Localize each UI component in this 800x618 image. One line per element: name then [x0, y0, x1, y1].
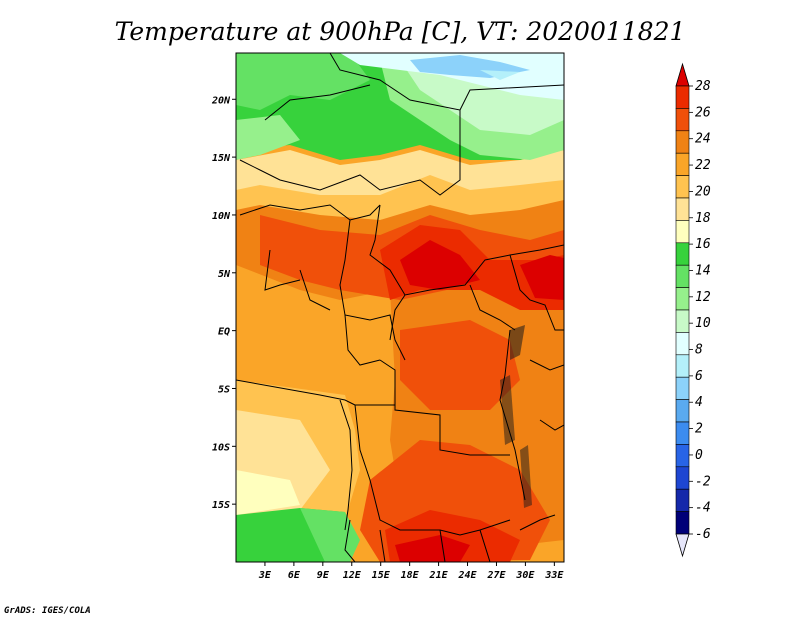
x-axis: 3E 6E 9E 12E 15E 18E 21E 24E 27E 30E 33E: [258, 562, 564, 581]
colorbar-swatch: [675, 130, 690, 154]
colorbar-label: 22: [695, 158, 711, 173]
y-tick-label: 5S: [218, 384, 230, 395]
x-tick-label: 21E: [429, 570, 449, 581]
colorbar-label: 16: [695, 237, 711, 252]
colorbar-swatch: [675, 197, 690, 221]
y-axis: 20N 15N 10N 5N EQ 5S 10S 15S: [211, 95, 236, 511]
colorbar-label: 26: [695, 105, 711, 120]
colorbar-swatch: [675, 287, 690, 311]
colorbar-swatch: [675, 354, 690, 378]
lake-tanganyika: [500, 375, 515, 445]
x-tick-label: 12E: [343, 570, 362, 581]
y-tick-label: 15N: [212, 153, 231, 164]
field-paleyellow-north: [236, 150, 564, 195]
y-tick-label: 15S: [212, 500, 230, 511]
colorbar-swatch: [675, 108, 690, 132]
country-borders: [236, 53, 564, 562]
colorbar-label: 10: [695, 316, 711, 331]
colorbar-swatch: [675, 511, 690, 535]
y-tick-label: 20N: [211, 95, 231, 106]
x-tick-label: 9E: [317, 570, 330, 581]
colorbar-swatch: [675, 85, 690, 109]
colorbar-label: 4: [695, 395, 703, 410]
map-frame: [235, 52, 565, 563]
lake-victoria: [510, 325, 525, 360]
y-tick-label: EQ: [218, 327, 230, 338]
field-redorange-congo: [400, 320, 520, 410]
colorbar-label: -4: [695, 501, 711, 516]
x-tick-label: 30E: [515, 570, 535, 581]
colorbar-swatch: [675, 175, 690, 199]
colorbar-bottom-arrow: [675, 533, 690, 558]
colorbar-label: 6: [695, 369, 703, 384]
x-tick-label: 33E: [544, 570, 564, 581]
colorbar-label: 2: [695, 422, 703, 437]
colorbar-swatch: [675, 220, 690, 244]
colorbar-swatch: [675, 376, 690, 400]
colorbar-label: 14: [695, 263, 711, 278]
colorbar-label: 0: [695, 448, 703, 463]
map-title: Temperature at 900hPa [C], VT: 202001182…: [115, 17, 686, 46]
colorbar-top-arrow: [675, 62, 690, 87]
colorbar-swatch: [675, 152, 690, 176]
colorbar-swatch: [675, 399, 690, 423]
colorbar-swatch: [675, 309, 690, 333]
field-deepred-sudan: [520, 255, 564, 300]
colorbar-swatch: [675, 444, 690, 468]
colorbar-label: 12: [695, 290, 711, 305]
field-lightgreen-northwest: [236, 53, 370, 110]
field-paleblue-north: [480, 70, 520, 80]
y-tick-label: 5N: [218, 269, 231, 280]
field-deepred-car: [400, 240, 480, 290]
colorbar-label: -6: [695, 527, 711, 542]
x-tick-label: 24E: [457, 570, 477, 581]
field-palegreen-west: [236, 115, 300, 160]
field-deepred-south: [395, 535, 470, 562]
map-panel: 3E 6E 9E 12E 15E 18E 21E 24E 27E 30E 33E 20N 15N 10N…: [211, 52, 565, 581]
colorbar-label: 24: [695, 132, 711, 147]
colorbar-swatch: [675, 488, 690, 512]
colorbar-label: 28: [695, 79, 711, 94]
y-tick-label: 10S: [212, 442, 230, 453]
x-tick-label: 3E: [258, 570, 272, 581]
colorbar-swatch: [675, 466, 690, 490]
x-tick-label: 15E: [372, 570, 391, 581]
colorbar-label: 20: [695, 184, 711, 199]
colorbar-label: 8: [695, 343, 703, 358]
colorbar-swatch: [675, 421, 690, 445]
grads-credit: GrADS: IGES/COLA: [4, 606, 91, 616]
colorbar-swatch: [675, 242, 690, 266]
x-tick-label: 6E: [288, 570, 301, 581]
colorbar-swatch: [675, 332, 690, 356]
colorbar-label: -2: [695, 474, 711, 489]
x-tick-label: 18E: [401, 570, 420, 581]
x-tick-label: 27E: [486, 570, 506, 581]
y-tick-label: 10N: [212, 211, 231, 222]
colorbar-label: 18: [695, 211, 711, 226]
field-lightyellow-south: [236, 470, 300, 515]
colorbar-swatch: [675, 264, 690, 288]
